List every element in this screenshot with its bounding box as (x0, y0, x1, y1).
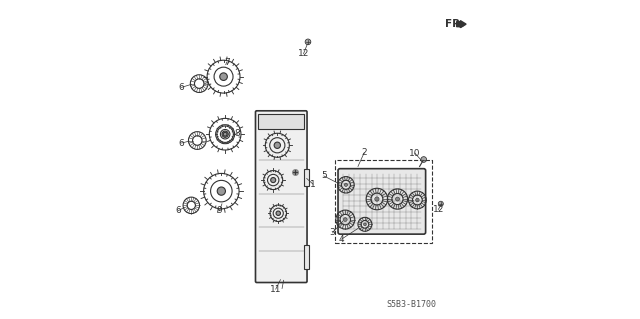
Text: 7: 7 (224, 58, 230, 67)
Bar (303, 169, 309, 186)
Text: 6: 6 (179, 138, 184, 148)
Circle shape (344, 183, 348, 186)
Text: 6: 6 (175, 206, 181, 215)
Circle shape (217, 187, 225, 195)
Text: 11: 11 (270, 285, 282, 294)
Text: 4: 4 (339, 235, 344, 244)
Circle shape (421, 157, 427, 162)
Text: 9: 9 (216, 206, 222, 215)
Text: 1: 1 (310, 180, 316, 189)
Text: 12: 12 (298, 49, 309, 58)
Circle shape (396, 197, 399, 201)
Circle shape (223, 132, 227, 136)
Circle shape (344, 218, 347, 221)
Circle shape (276, 211, 280, 215)
Circle shape (274, 142, 280, 148)
FancyArrow shape (456, 21, 466, 28)
Circle shape (271, 178, 276, 182)
Circle shape (438, 201, 444, 206)
Text: 5: 5 (321, 171, 326, 181)
Bar (335, 160, 431, 243)
Text: 3: 3 (330, 228, 335, 237)
Text: 2: 2 (362, 148, 367, 157)
Circle shape (305, 39, 311, 45)
Text: FR.: FR. (445, 19, 464, 28)
Circle shape (220, 73, 227, 80)
Bar (303, 245, 309, 269)
Text: 8: 8 (234, 129, 240, 138)
Bar (259, 114, 304, 130)
FancyBboxPatch shape (338, 169, 426, 234)
Text: 6: 6 (179, 83, 184, 92)
Text: S5B3-B1700: S5B3-B1700 (387, 300, 436, 309)
Circle shape (222, 131, 228, 137)
Circle shape (364, 223, 366, 226)
FancyBboxPatch shape (255, 111, 307, 283)
Circle shape (415, 198, 419, 202)
Text: 10: 10 (409, 149, 420, 158)
Text: 12: 12 (433, 205, 444, 214)
Circle shape (375, 197, 379, 201)
